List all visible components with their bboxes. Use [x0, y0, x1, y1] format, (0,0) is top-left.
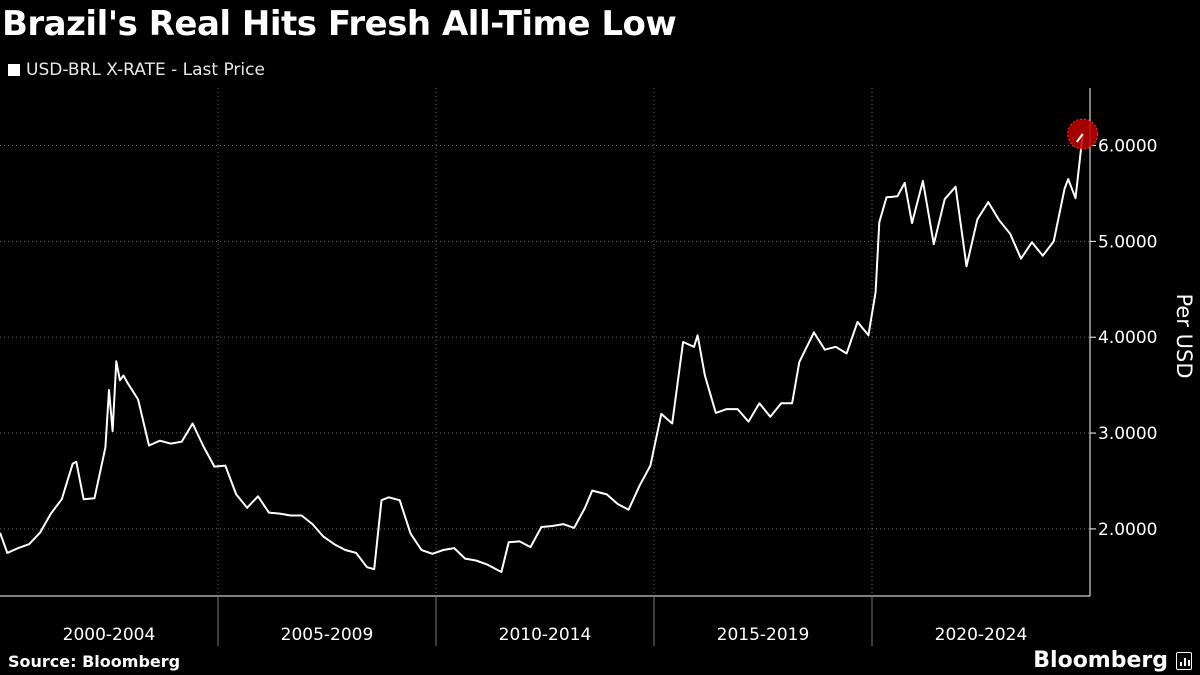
latest-value-marker-ring	[1067, 118, 1099, 150]
y-axis-title: Per USD	[1172, 293, 1196, 378]
x-tick-label: 2010-2014	[499, 625, 592, 645]
bloomberg-chart-icon	[1176, 651, 1192, 670]
legend-label: USD-BRL X-RATE - Last Price	[26, 60, 265, 80]
x-tick-label: 2000-2004	[63, 625, 156, 645]
x-tick-label: 2020-2024	[935, 625, 1028, 645]
x-tick-label: 2005-2009	[281, 625, 374, 645]
x-tick-label: 2015-2019	[717, 625, 810, 645]
brand-text: Bloomberg	[1033, 648, 1168, 673]
legend: USD-BRL X-RATE - Last Price	[8, 60, 265, 80]
series-line	[0, 133, 1084, 573]
y-tick-label: 5.0000	[1098, 232, 1157, 252]
legend-swatch	[8, 64, 20, 76]
source-note: Source: Bloomberg	[8, 652, 181, 671]
y-tick-label: 6.0000	[1098, 137, 1157, 157]
brand-logo: Bloomberg	[1033, 648, 1192, 673]
chart-title: Brazil's Real Hits Fresh All-Time Low	[2, 4, 677, 44]
y-tick-label: 4.0000	[1098, 328, 1157, 348]
y-tick-label: 2.0000	[1098, 520, 1157, 540]
y-tick-label: 3.0000	[1098, 424, 1157, 444]
latest-value-line-tip	[1075, 133, 1084, 143]
